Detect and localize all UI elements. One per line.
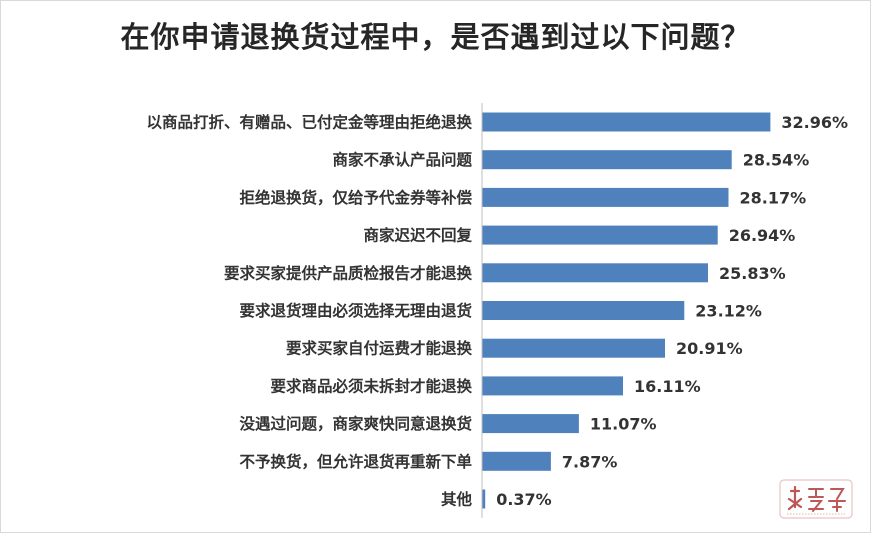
category-label: 商家不承认产品问题 bbox=[332, 150, 472, 169]
value-label: 28.54% bbox=[743, 151, 810, 170]
category-label: 没遇过问题，商家爽快同意退换货 bbox=[239, 414, 472, 433]
bar bbox=[482, 489, 486, 509]
category-label: 拒绝退换货，仅给予代金券等补偿 bbox=[239, 188, 472, 207]
category-label: 其他 bbox=[441, 490, 473, 509]
value-label: 23.12% bbox=[695, 302, 762, 321]
bar bbox=[482, 376, 623, 396]
bar bbox=[482, 338, 665, 358]
value-label: 16.11% bbox=[634, 377, 701, 396]
category-label: 要求买家提供产品质检报告才能退换 bbox=[224, 263, 473, 282]
value-label: 26.94% bbox=[729, 226, 796, 245]
category-labels-layer: 以商品打折、有赠品、已付定金等理由拒绝退换商家不承认产品问题拒绝退换货，仅给予代… bbox=[146, 113, 472, 509]
value-label: 32.96% bbox=[781, 113, 848, 132]
category-label: 以商品打折、有赠品、已付定金等理由拒绝退换 bbox=[146, 113, 472, 132]
category-label: 要求商品必须未拆封才能退换 bbox=[270, 376, 472, 395]
bar bbox=[482, 112, 771, 132]
value-label: 0.37% bbox=[496, 490, 552, 509]
category-label: 商家迟迟不回复 bbox=[363, 226, 472, 245]
bar bbox=[482, 150, 732, 170]
bar bbox=[482, 451, 551, 471]
bar bbox=[482, 263, 708, 283]
bar bbox=[482, 301, 685, 320]
value-label: 11.07% bbox=[590, 415, 657, 434]
value-label: 20.91% bbox=[676, 339, 743, 358]
category-label: 要求退货理由必须选择无理由退货 bbox=[239, 301, 472, 320]
bar bbox=[482, 414, 579, 434]
bars-layer bbox=[482, 112, 771, 509]
value-label: 7.87% bbox=[562, 452, 618, 471]
bar bbox=[482, 187, 729, 207]
chart-title: 在你申请退换货过程中，是否遇到过以下问题？ bbox=[120, 20, 751, 54]
category-label: 要求买家自付运费才能退换 bbox=[286, 339, 473, 358]
value-label: 25.83% bbox=[719, 264, 786, 283]
brand-seal-logo bbox=[779, 479, 853, 519]
category-label: 不予换货，但允许退货再重新下单 bbox=[239, 452, 472, 471]
value-label: 28.17% bbox=[740, 188, 807, 207]
value-labels-layer: 32.96% 28.54% 28.17% 26.94% 25.83% 23.12% 20.9… bbox=[496, 113, 848, 509]
bar bbox=[482, 225, 718, 245]
